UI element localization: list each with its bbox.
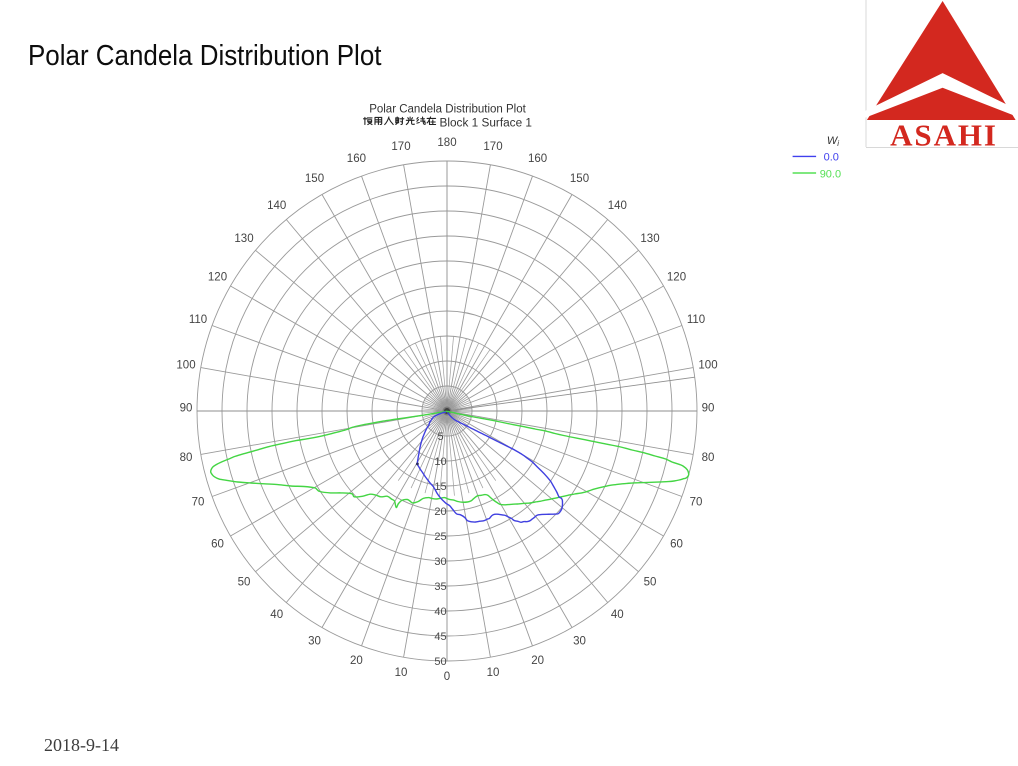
svg-text:20: 20	[531, 655, 544, 667]
svg-text:150: 150	[570, 173, 589, 185]
svg-text:170: 170	[483, 141, 502, 153]
svg-text:40: 40	[270, 609, 283, 621]
svg-text:50: 50	[644, 576, 657, 588]
svg-text:140: 140	[608, 200, 627, 212]
svg-text:50: 50	[434, 656, 446, 668]
svg-text:160: 160	[347, 153, 366, 165]
svg-text:35: 35	[434, 581, 446, 593]
svg-text:130: 130	[234, 233, 253, 245]
svg-text:70: 70	[690, 497, 703, 509]
svg-text:50: 50	[238, 576, 251, 588]
svg-text:90.0: 90.0	[820, 169, 841, 181]
svg-text:100: 100	[698, 359, 717, 371]
svg-text:120: 120	[208, 272, 227, 284]
svg-text:Block 1 Surface 1: Block 1 Surface 1	[440, 117, 533, 129]
svg-text:110: 110	[189, 314, 207, 326]
svg-text:10: 10	[434, 456, 446, 468]
svg-text:140: 140	[267, 200, 286, 212]
svg-text:25: 25	[434, 531, 446, 543]
svg-text:80: 80	[702, 452, 715, 464]
svg-text:5: 5	[437, 431, 443, 443]
svg-text:60: 60	[670, 539, 683, 551]
svg-text:0.0: 0.0	[824, 152, 839, 164]
svg-text:180: 180	[437, 137, 456, 149]
svg-text:ASAHI: ASAHI	[890, 118, 998, 153]
svg-text:40: 40	[434, 606, 446, 618]
svg-text:10: 10	[487, 667, 500, 679]
svg-text:Wi: Wi	[827, 135, 839, 148]
svg-text:130: 130	[640, 233, 659, 245]
svg-text:100: 100	[176, 359, 195, 371]
svg-text:170: 170	[391, 141, 410, 153]
svg-text:20: 20	[434, 506, 446, 518]
svg-text:90: 90	[180, 403, 193, 415]
svg-text:150: 150	[305, 173, 324, 185]
svg-text:90: 90	[702, 403, 715, 415]
svg-text:15: 15	[434, 481, 446, 493]
svg-text:120: 120	[667, 272, 686, 284]
svg-text:10: 10	[395, 667, 408, 679]
svg-text:30: 30	[573, 636, 586, 648]
svg-text:160: 160	[528, 153, 547, 165]
svg-text:Polar Candela Distribution Plo: Polar Candela Distribution Plot	[369, 103, 526, 115]
svg-text:110: 110	[687, 314, 705, 326]
svg-text:40: 40	[611, 609, 624, 621]
svg-text:20: 20	[350, 655, 363, 667]
svg-text:0: 0	[444, 671, 450, 683]
svg-text:60: 60	[211, 539, 224, 551]
svg-text:70: 70	[192, 497, 205, 509]
svg-text:30: 30	[308, 636, 321, 648]
svg-text:80: 80	[180, 452, 193, 464]
svg-text:45: 45	[434, 631, 446, 643]
svg-text:30: 30	[434, 556, 446, 568]
